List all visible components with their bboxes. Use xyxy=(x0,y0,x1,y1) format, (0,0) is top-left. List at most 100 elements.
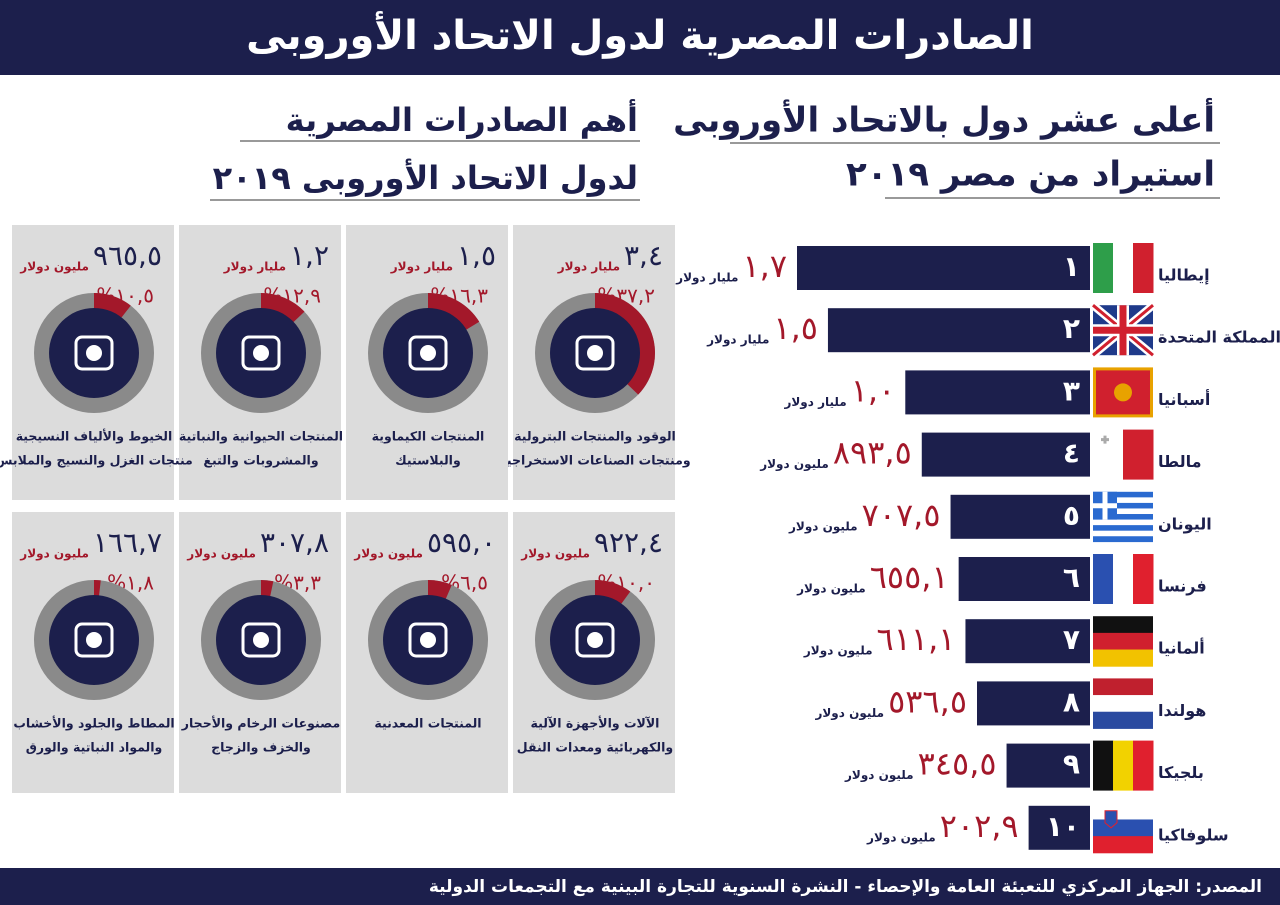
flag-stripe xyxy=(1093,836,1153,854)
bar xyxy=(965,619,1090,664)
amount-label: ٣,٤ xyxy=(624,239,663,272)
icon xyxy=(408,622,448,658)
flag xyxy=(1093,554,1154,604)
rank-label: ٩ xyxy=(1063,748,1080,781)
value-label: ١,٠ xyxy=(851,371,896,409)
country-label: ألمانيا xyxy=(1158,638,1205,658)
flag xyxy=(1090,302,1156,359)
icon xyxy=(86,345,102,361)
flag xyxy=(1093,802,1153,854)
country-label: مالطا xyxy=(1158,452,1202,471)
icon xyxy=(253,632,269,648)
value-label: ٦٥٥,١ xyxy=(870,558,949,596)
product-label: المنتجات المعدنية xyxy=(374,716,481,731)
rank-label: ٦ xyxy=(1063,561,1080,594)
rank-label: ١٠ xyxy=(1046,810,1080,843)
value-label: ٥٣٦,٥ xyxy=(888,682,967,720)
bar xyxy=(827,308,1090,353)
flag xyxy=(1093,740,1154,791)
flag-crest xyxy=(1104,810,1118,829)
product-label: والكهربائية ومعدات النقل xyxy=(517,740,673,755)
flag xyxy=(1093,491,1153,543)
value-label: ٨٩٣,٥ xyxy=(833,434,912,472)
flag-stripe xyxy=(1093,819,1153,837)
product-label: المنتجات الكيماوية xyxy=(372,429,485,444)
unit-label: مليون دولار xyxy=(19,547,89,562)
value-label: ٦١١,١ xyxy=(877,620,956,658)
product-label: والبلاستيك xyxy=(395,453,460,468)
bar-title: أعلى عشر دول بالاتحاد الأوروبى xyxy=(673,98,1215,141)
icon xyxy=(241,622,281,658)
flag-stripe xyxy=(1093,519,1153,526)
value-label: ٧٠٧,٥ xyxy=(862,496,941,534)
flag-stripe xyxy=(1133,554,1154,604)
flag-stripe xyxy=(1113,243,1134,293)
icon xyxy=(575,622,615,658)
flag-emblem xyxy=(1114,383,1132,402)
amount-label: ٥٩٥,٠ xyxy=(427,526,496,559)
value-label: ١,٧ xyxy=(742,247,787,285)
unit-label: مليون دولار xyxy=(520,547,590,562)
source-note: المصدر: الجهاز المركزي للتعبئة العامة وا… xyxy=(429,877,1262,897)
unit-label: مليون دولار xyxy=(19,260,89,275)
flag-cross xyxy=(1093,491,1117,520)
flag-stripe xyxy=(1093,740,1114,791)
icon xyxy=(253,345,269,361)
flag-stripe xyxy=(1093,695,1153,713)
rank-label: ٧ xyxy=(1063,623,1080,656)
country-label: اليونان xyxy=(1158,514,1212,533)
flag-stripe xyxy=(1093,678,1153,696)
product-label: والخزف والزجاج xyxy=(211,740,311,755)
unit-label: مليار دولار xyxy=(783,395,846,410)
flag-stripe xyxy=(1093,429,1124,480)
product-label: والمواد النباتية والورق xyxy=(26,740,163,755)
bar xyxy=(921,432,1090,477)
bar xyxy=(797,246,1090,290)
icon xyxy=(587,345,603,361)
unit-label: مليون دولار xyxy=(759,457,829,472)
bar xyxy=(1028,805,1090,850)
icon xyxy=(86,632,102,648)
bar xyxy=(977,681,1090,726)
flag-stripe xyxy=(1133,243,1154,293)
icon xyxy=(587,632,603,648)
unit-label: مليون دولار xyxy=(844,768,914,783)
rank-label: ٢ xyxy=(1063,312,1080,345)
amount-label: ١,٥ xyxy=(457,239,496,272)
product-label: منتجات الغزل والنسيج والملابس xyxy=(0,453,193,468)
amount-label: ١٦٦,٧ xyxy=(93,526,162,559)
flag-stripe xyxy=(1093,536,1153,543)
unit-label: مليون دولار xyxy=(796,582,866,597)
flag xyxy=(1093,678,1153,729)
unit-label: مليون دولار xyxy=(814,706,884,721)
icon xyxy=(74,622,114,658)
unit-label: مليون دولار xyxy=(186,547,256,562)
rank-label: ٨ xyxy=(1063,685,1080,718)
unit-label: مليون دولار xyxy=(866,830,936,845)
unit-label: مليار دولار xyxy=(223,260,286,275)
product-label: الوقود والمنتجات البترولية xyxy=(514,429,676,444)
country-label: أسبانيا xyxy=(1158,389,1210,409)
donut-subtitle: لدول الاتحاد الأوروبى ٢٠١٩ xyxy=(213,158,638,197)
bar xyxy=(905,370,1090,415)
bar xyxy=(958,557,1090,601)
product-label: الآلات والأجهزة الآلية xyxy=(531,716,660,731)
flag-stripe xyxy=(1093,802,1153,820)
flag-stripe xyxy=(1093,711,1153,729)
unit-label: مليار دولار xyxy=(706,333,769,348)
product-label: ومنتجات الصناعات الاستخراجية xyxy=(499,453,690,468)
flag-stripe xyxy=(1093,530,1153,537)
bar-subtitle: استيراد من مصر ٢٠١٩ xyxy=(846,155,1215,195)
icon xyxy=(420,632,436,648)
icon xyxy=(408,335,448,371)
amount-label: ١,٢ xyxy=(290,239,329,272)
flag-stripe xyxy=(1123,429,1154,480)
amount-label: ٩٢٢,٤ xyxy=(594,526,663,559)
bar xyxy=(1006,743,1090,788)
amount-label: ٣٠٧,٨ xyxy=(260,526,329,559)
country-label: إيطاليا xyxy=(1158,266,1210,285)
unit-label: مليار دولار xyxy=(390,260,453,275)
product-label: مصنوعات الرخام والأحجار xyxy=(181,716,340,732)
flag-stripe xyxy=(1093,502,1153,509)
header-bar xyxy=(0,0,1280,75)
